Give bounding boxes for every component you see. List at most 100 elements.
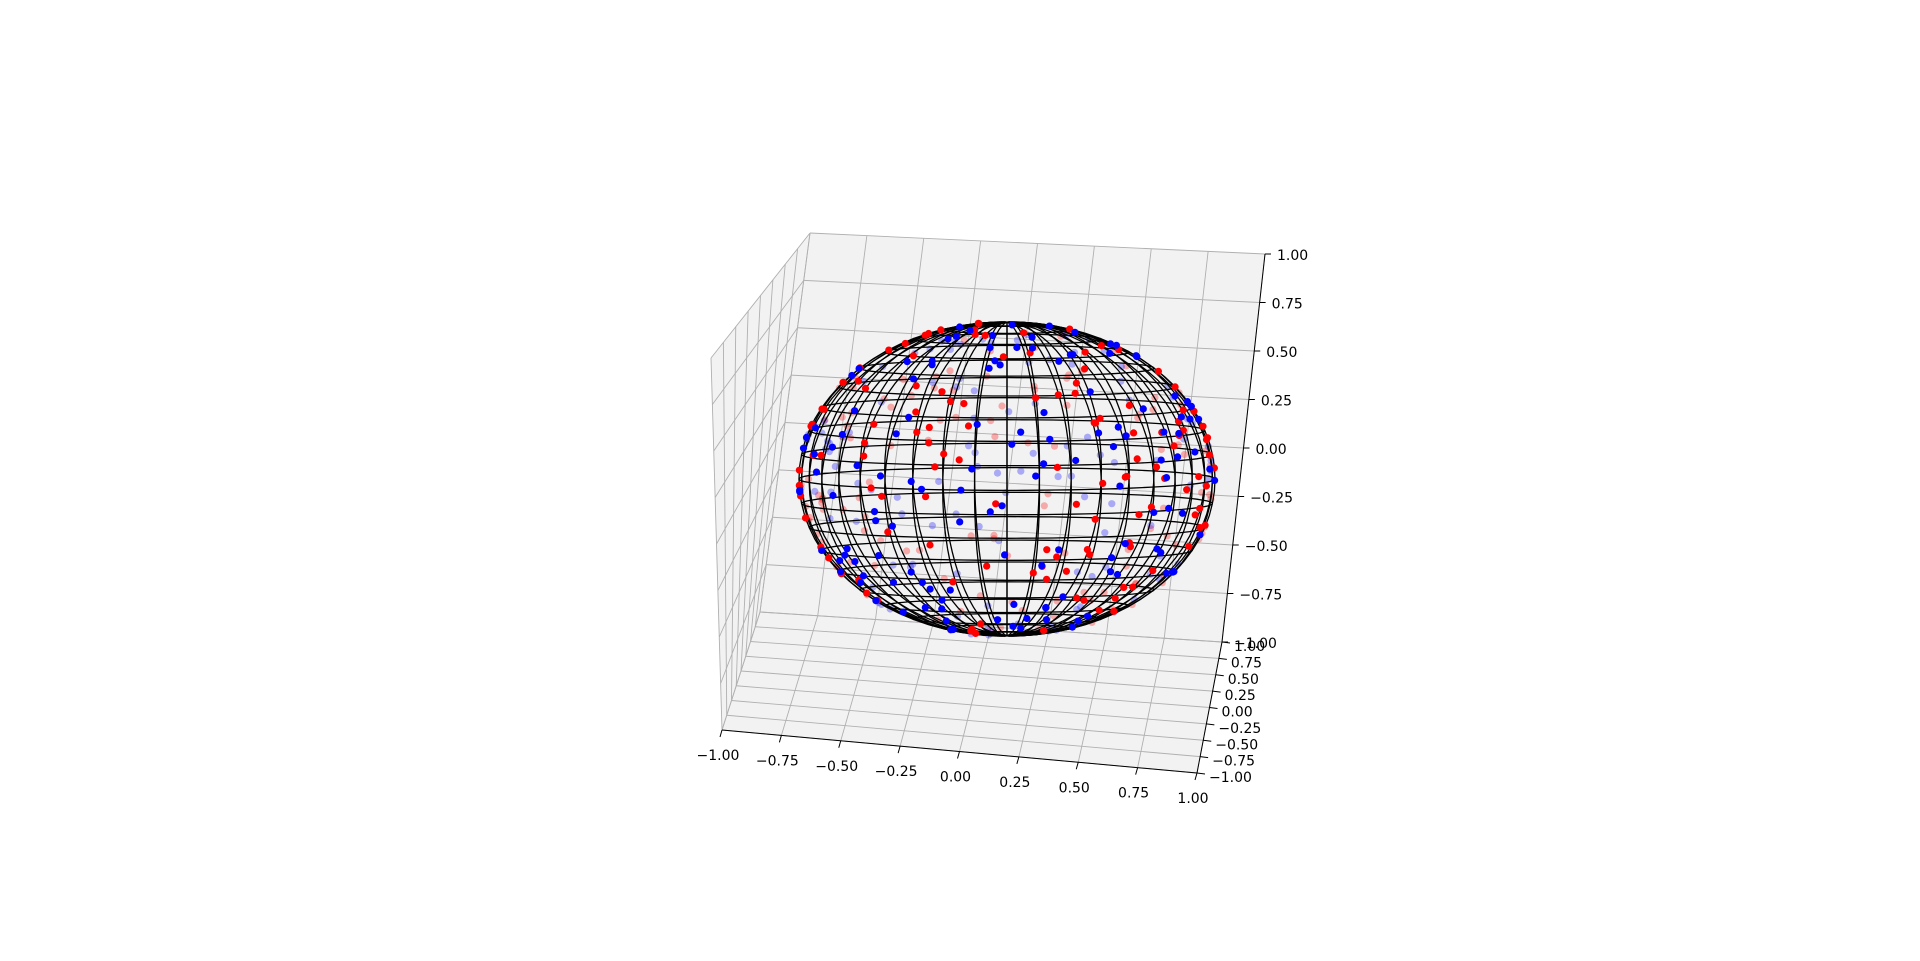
gridline-backwall-z (784, 422, 1244, 449)
scatter-point-series-2 (1074, 617, 1082, 625)
scatter-point-series-2 (870, 508, 879, 516)
scatter-point-series-2 (875, 552, 883, 560)
scatter-point-series-1 (1110, 607, 1118, 615)
sphere-wireframe (798, 321, 1216, 637)
y-tick-label: −0.50 (1215, 737, 1258, 753)
scatter-point-series-2 (1086, 388, 1094, 396)
gridline-leftwall-z (712, 280, 805, 405)
scatter-point-series-1 (1196, 524, 1204, 532)
scatter-point-series-2 (1117, 363, 1125, 371)
scatter-point-series-1 (1191, 511, 1199, 519)
scatter-point-series-2 (899, 608, 907, 616)
scatter-point-series-1 (1133, 455, 1141, 463)
gridline-backwall-z (803, 279, 1260, 303)
scatter-point-series-1 (1120, 583, 1128, 592)
x-tick-mark (719, 729, 723, 738)
y-tick-mark (1218, 657, 1227, 660)
scatter-point-series-1 (1080, 588, 1088, 596)
scatter-point-series-1 (1043, 575, 1051, 583)
scatter-point-series-2 (836, 557, 844, 565)
scatter-point-series-2 (1162, 569, 1170, 577)
scatter-point-series-2 (1102, 563, 1110, 571)
scatter-point-series-1 (960, 400, 968, 408)
scatter-point-series-1 (860, 439, 869, 447)
scatter-point-series-2 (1112, 341, 1120, 349)
gridline-floor-x (1018, 630, 1050, 757)
gridline-backwall-x (1048, 246, 1095, 631)
y-tick-mark (1196, 772, 1206, 775)
scatter-point-series-1 (818, 405, 826, 413)
scatter-point-series-2 (1038, 562, 1046, 570)
scatter-point-series-1 (1081, 348, 1089, 356)
scatter-point-series-1 (1061, 549, 1069, 557)
scatter-point-series-1 (863, 589, 871, 597)
wireframe-meridian (821, 321, 1008, 637)
x-tick-mark (957, 751, 960, 759)
y-tick-label: 0.50 (1228, 672, 1259, 688)
gridline-floor-y (759, 611, 1223, 643)
scatter-point-series-2 (1160, 428, 1168, 436)
scatter-point-series-1 (1196, 504, 1204, 513)
scatter-point-series-2 (1165, 504, 1173, 512)
scatter-point-series-2 (986, 344, 994, 352)
scatter-point-series-1 (870, 420, 878, 428)
scatter-point-series-2 (1196, 531, 1204, 539)
scatter-point-series-2 (1010, 600, 1018, 609)
y-tick-mark (1200, 756, 1209, 759)
scatter-point-series-2 (928, 522, 937, 530)
z-tick-label: −0.25 (1250, 491, 1293, 507)
scatter-point-series-2 (1114, 423, 1122, 431)
scatter-point-series-1 (1020, 329, 1028, 337)
scatter-point-series-1 (795, 466, 804, 474)
scatter-point-series-2 (851, 558, 859, 566)
scatter-point-series-2 (1106, 568, 1115, 576)
scatter-point-series-1 (1179, 406, 1187, 414)
scatter-point-series-1 (1044, 490, 1052, 498)
scatter-point-series-1 (949, 578, 957, 586)
scatter-point-series-2 (1040, 409, 1048, 417)
scatter-point-series-1 (854, 377, 863, 385)
scatter-point-series-1 (884, 528, 892, 536)
scatter-point-series-1 (801, 514, 810, 522)
scatter-point-series-2 (935, 477, 943, 485)
scatter-point-series-2 (857, 578, 865, 587)
scatter-point-series-2 (1073, 568, 1081, 576)
scatter-point-series-2 (898, 510, 906, 518)
scatter-point-series-1 (987, 417, 995, 425)
scatter-point-series-2 (848, 371, 856, 380)
scatter-point-series-2 (876, 472, 885, 480)
scatter-point-series-2 (1113, 570, 1122, 579)
scatter-point-series-2 (942, 617, 950, 625)
scatter-point-series-2 (985, 364, 993, 372)
scatter-point-series-2 (1055, 546, 1063, 554)
y-tick-mark (1209, 707, 1218, 709)
scatter-point-series-2 (802, 433, 811, 441)
scatter-point-series-2 (988, 331, 997, 340)
scatter-point-series-2 (1008, 321, 1016, 329)
scatter-point-series-1 (805, 475, 813, 483)
scatter-point-series-2 (1068, 623, 1076, 631)
scatter-point-series-1 (1040, 627, 1048, 635)
scatter-point-series-1 (1095, 606, 1103, 614)
scatter-point-series-2 (1109, 443, 1118, 451)
x-tick-mark (838, 740, 842, 748)
scatter-point-series-2 (1055, 357, 1063, 365)
scatter-point-series-2 (892, 430, 900, 438)
scatter-point-series-2 (893, 493, 901, 501)
scatter-point-series-2 (1017, 467, 1025, 475)
scatter-point-series-1 (1081, 365, 1089, 373)
scatter-point-series-1 (909, 352, 918, 360)
scatter-point-series-2 (1106, 349, 1114, 357)
scatter-point-series-1 (1072, 500, 1080, 508)
scatter-point-series-1 (1154, 367, 1162, 375)
scatter-point-series-2 (1032, 472, 1040, 480)
scatter-point-series-2 (1042, 604, 1050, 612)
gridline-leftwall-z (714, 374, 792, 498)
gridline-floor-x (1077, 634, 1107, 763)
scatter-point-series-2 (1028, 344, 1037, 352)
scatter-point-series-2 (998, 502, 1006, 510)
scatter-point-series-1 (981, 331, 989, 339)
y-tick-mark (1212, 690, 1221, 693)
x-tick-label: −0.25 (875, 764, 918, 780)
scatter-point-series-1 (974, 319, 982, 327)
